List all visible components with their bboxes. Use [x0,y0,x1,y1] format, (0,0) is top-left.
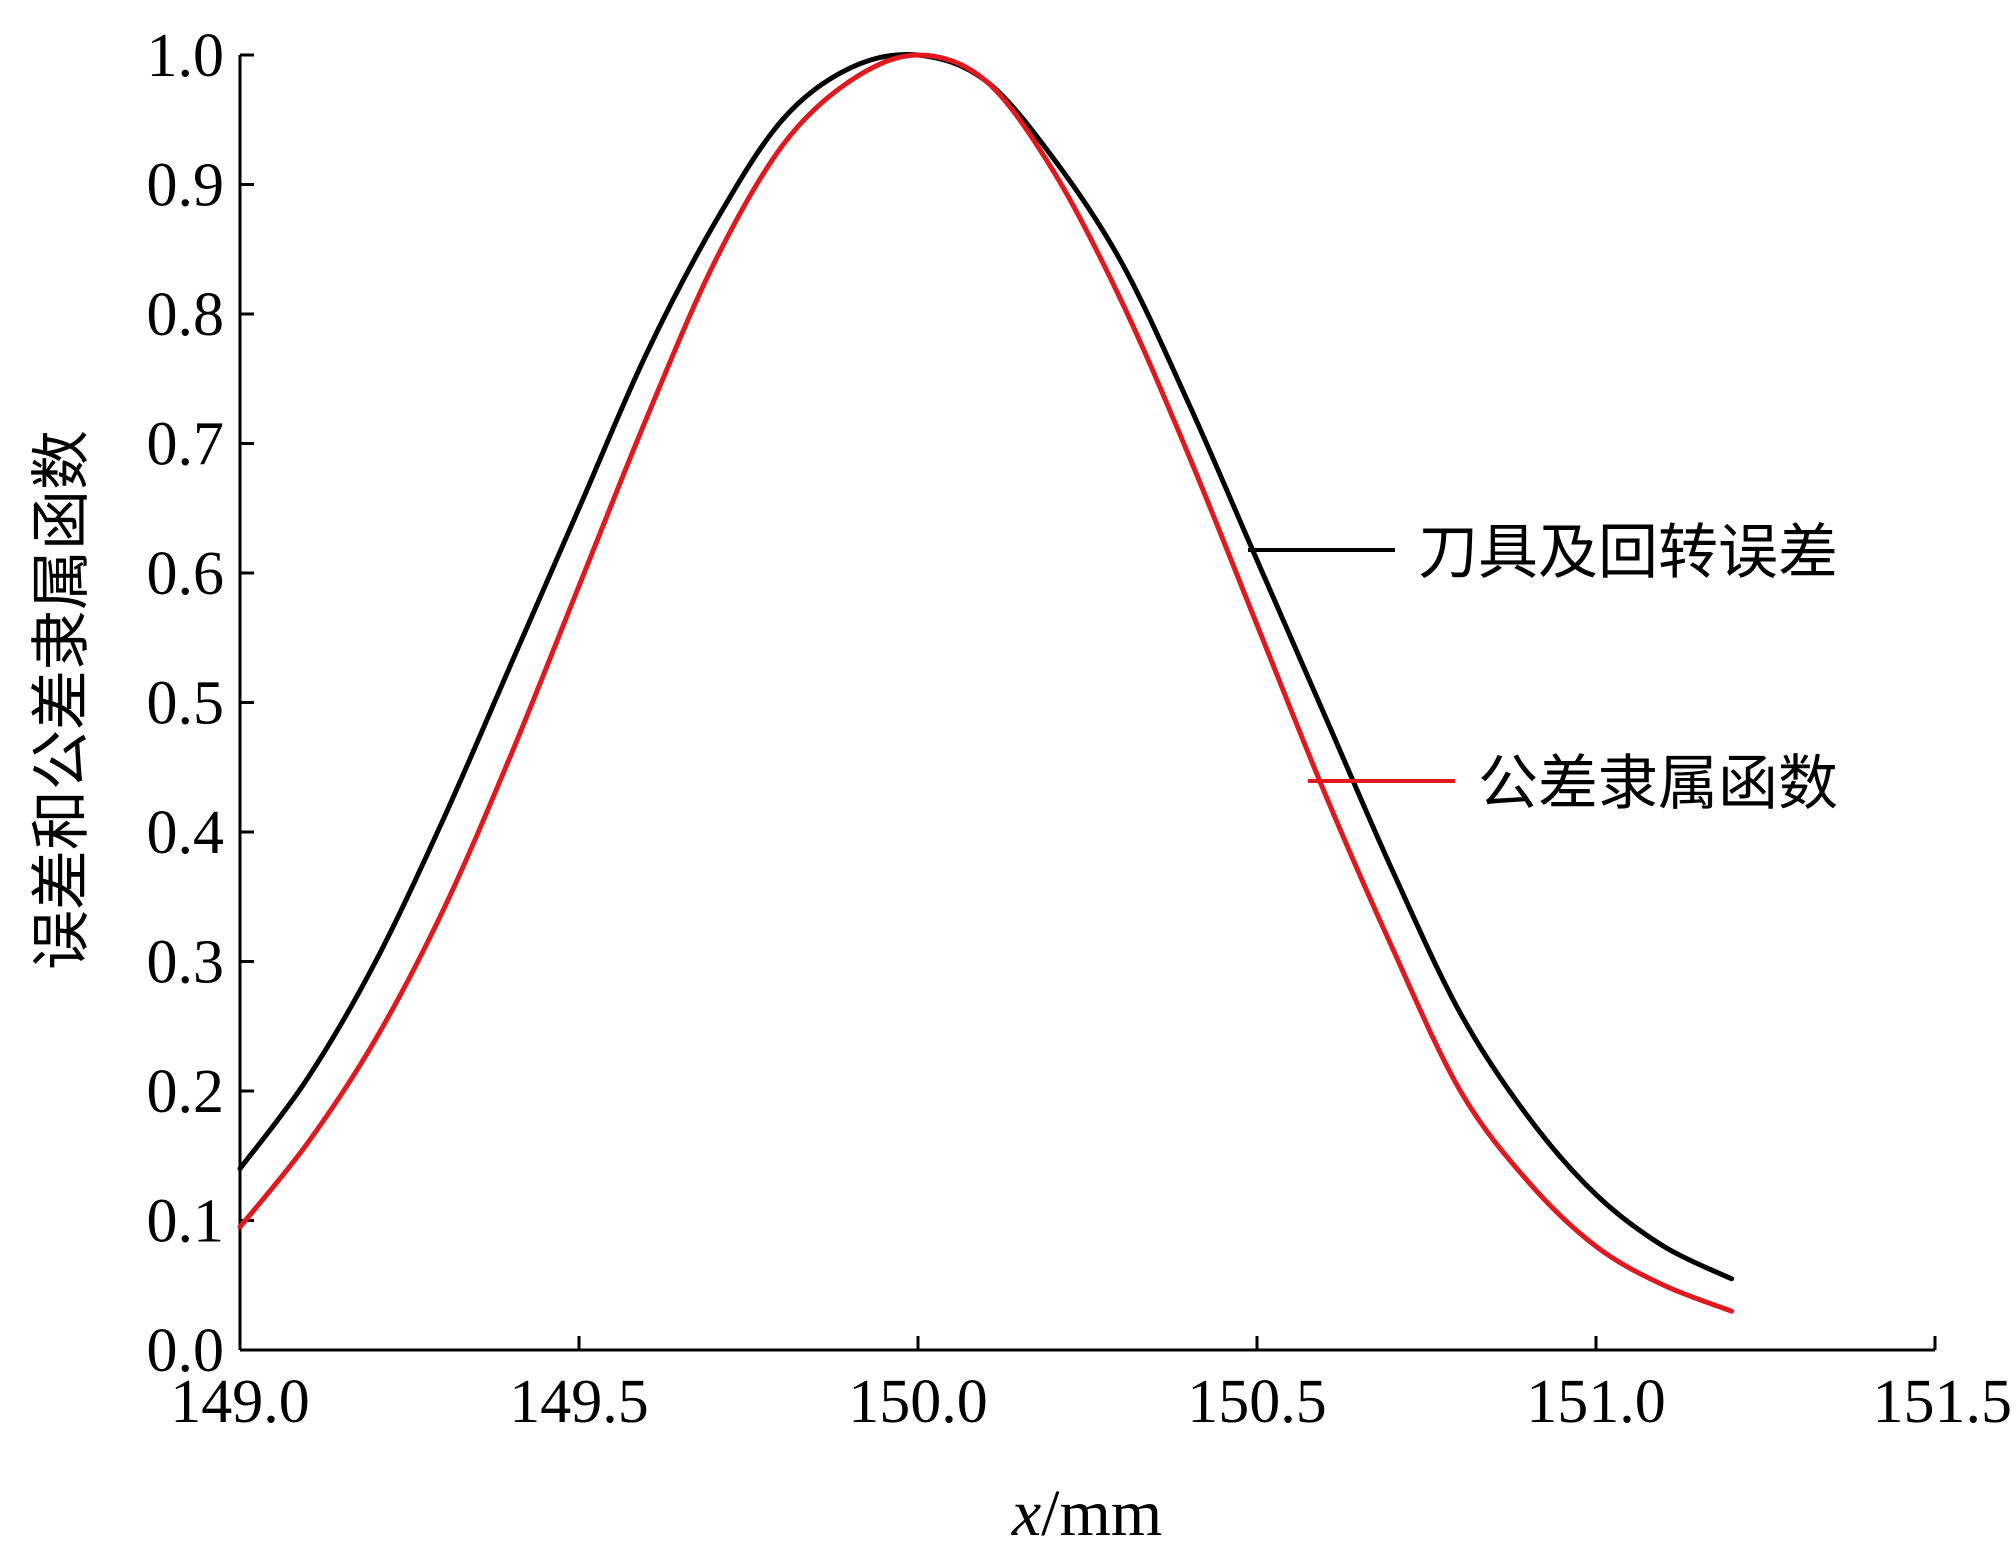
x-tick-label: 150.0 [848,1368,988,1436]
x-tick-label: 150.5 [1187,1368,1327,1436]
y-tick-label: 0.5 [147,670,225,738]
y-tick-label: 0.3 [147,929,225,997]
x-axis-title-unit: /mm [1041,1477,1162,1550]
y-tick-label: 0.8 [147,281,225,349]
y-tick-label: 0.2 [147,1058,225,1126]
y-tick-label: 0.6 [147,540,225,608]
x-axis-title: x/mm [1011,1477,1162,1550]
x-tick-label: 151.5 [1873,1368,2013,1436]
legend-label-black: 刀具及回转误差 [1418,518,1838,588]
y-tick-label: 0.1 [147,1188,225,1256]
legend: 刀具及回转误差 公差隶属函数 [1248,518,1838,819]
x-tick-label: 151.0 [1526,1368,1666,1436]
x-axis-title-var: x [1011,1477,1041,1550]
y-axis-title: 误差和公差隶属函数 [27,430,97,970]
legend-label-red: 公差隶属函数 [1478,749,1838,819]
series-line-tolerance-membership [237,52,1735,1314]
y-tick-label: 0.0 [147,1317,225,1385]
y-tick-label: 0.7 [147,411,225,479]
y-tick-label: 0.4 [147,799,225,867]
x-axis-ticks: 149.0 149.5 150.0 150.5 151.0 151.5 [170,1336,2012,1436]
x-tick-label: 149.5 [509,1368,649,1436]
series-layer [237,52,1735,1314]
y-tick-label: 1.0 [147,22,225,90]
series-line-tool-rotation-error [237,52,1735,1282]
y-axis-ticks: 0.0 0.1 0.2 0.3 0.4 0.5 0.6 0.7 0.8 0.9 1.0 [147,22,254,1385]
y-tick-label: 0.9 [147,152,225,220]
x-tick-label: 149.0 [170,1368,310,1436]
